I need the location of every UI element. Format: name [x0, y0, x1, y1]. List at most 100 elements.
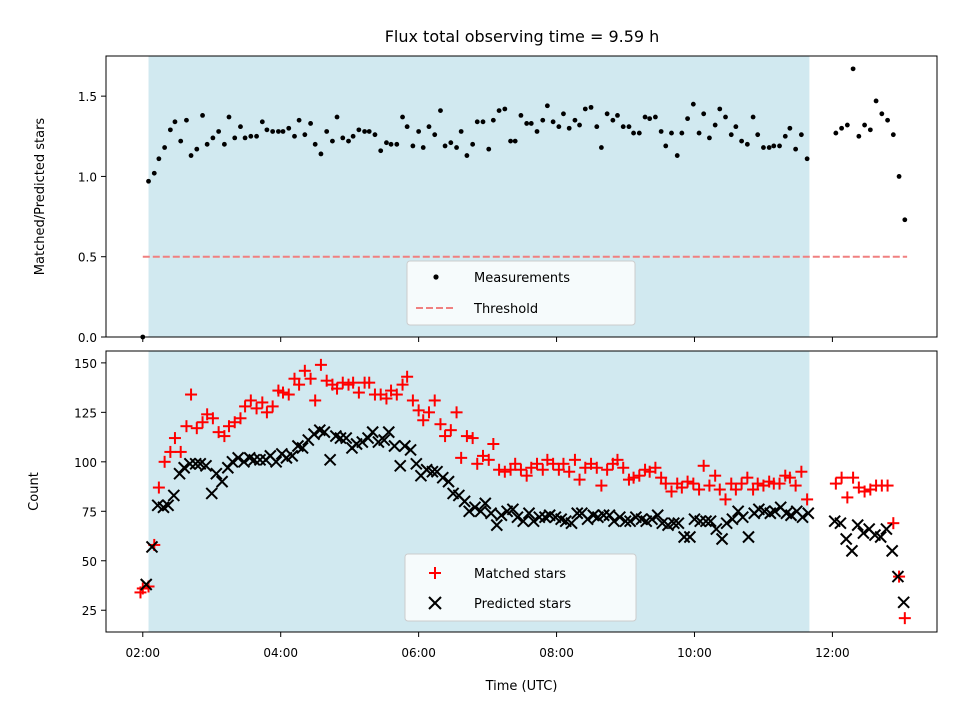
- measurement-point: [474, 119, 480, 125]
- measurement-point: [330, 138, 335, 144]
- measurement-point: [867, 127, 873, 133]
- matched-star-point: [509, 457, 522, 470]
- predicted-star-point: [215, 475, 229, 488]
- matched-star-point: [190, 422, 203, 435]
- matched-stars-points: [134, 358, 911, 625]
- measurement-point: [728, 132, 734, 138]
- predicted-star-point: [597, 509, 610, 522]
- matched-star-point: [729, 483, 742, 496]
- predicted-star-point: [715, 532, 729, 546]
- count-x-axis-label: Time (UTC): [485, 679, 558, 694]
- measurement-point: [707, 135, 712, 141]
- measurement-point: [696, 130, 702, 136]
- matched-star-point: [234, 412, 247, 425]
- predicted-star-point: [897, 596, 910, 609]
- matched-star-point: [675, 481, 688, 494]
- matched-star-point: [412, 404, 425, 417]
- predicted-star-point: [845, 544, 859, 558]
- matched-star-point: [835, 471, 848, 484]
- matched-star-point: [298, 364, 311, 377]
- measurement-point: [146, 178, 151, 184]
- predicted-star-point: [199, 459, 213, 472]
- matched-star-point: [531, 457, 544, 470]
- predicted-star-point: [145, 540, 159, 554]
- matched-star-point: [795, 465, 808, 478]
- measurement-point: [188, 153, 194, 158]
- matched-star-point: [406, 394, 419, 407]
- measurement-point: [653, 114, 658, 120]
- matched-star-point: [557, 457, 570, 470]
- measurement-point: [384, 140, 389, 146]
- matched-star-point: [277, 386, 290, 399]
- measurement-point: [216, 129, 222, 134]
- predicted-star-point: [726, 512, 739, 526]
- predicted-star-point: [398, 439, 412, 453]
- matched-star-point: [751, 477, 764, 490]
- measurement-point: [496, 108, 502, 113]
- measurement-point: [620, 124, 626, 130]
- legend-predicted-marker: [428, 596, 442, 610]
- measurement-point: [524, 121, 530, 126]
- predicted-star-point: [382, 425, 395, 439]
- matched-star-point: [568, 453, 581, 466]
- matched-star-point: [520, 469, 533, 482]
- matched-star-point: [659, 477, 672, 490]
- predicted-star-point: [205, 487, 218, 500]
- ratio-y-axis-label: Matched/Predicted stars: [33, 118, 48, 276]
- predicted-star-point: [468, 501, 482, 514]
- matched-star-point: [380, 392, 393, 405]
- matched-star-point: [573, 473, 586, 486]
- matched-star-point: [563, 465, 576, 478]
- measurement-point: [470, 141, 476, 147]
- measurement-point: [690, 101, 696, 107]
- predicted-star-point: [571, 507, 584, 520]
- measurement-point: [318, 151, 324, 157]
- measurement-point: [777, 143, 782, 149]
- measurement-point: [308, 121, 313, 126]
- measurement-point: [544, 103, 550, 109]
- measurement-point: [292, 133, 297, 139]
- matched-star-point: [847, 471, 860, 484]
- measurement-point: [723, 114, 728, 120]
- measurement-point: [432, 132, 438, 138]
- measurement-point: [276, 129, 281, 134]
- measurement-point: [833, 130, 839, 136]
- predicted-star-point: [177, 461, 191, 474]
- measurement-point: [167, 127, 173, 133]
- y-tick-label: 75: [82, 505, 97, 519]
- predicted-star-point: [394, 459, 407, 472]
- predicted-star-point: [891, 570, 905, 583]
- ratio-legend-box: [406, 260, 636, 326]
- measurement-point: [490, 117, 496, 123]
- measurement-point: [362, 129, 368, 134]
- matched-star-point: [735, 477, 748, 490]
- matched-star-point: [390, 388, 403, 401]
- matched-star-point: [266, 400, 279, 413]
- predicted-star-point: [323, 453, 337, 467]
- measurement-point: [454, 145, 459, 150]
- matched-star-point: [697, 459, 710, 472]
- matched-star-point: [858, 485, 871, 498]
- measurement-point: [750, 114, 756, 120]
- x-tick-label: 06:00: [401, 646, 436, 660]
- measurement-point: [674, 153, 680, 158]
- measurement-point: [394, 141, 400, 147]
- matched-star-point: [282, 388, 295, 401]
- x-tick-label: 08:00: [539, 646, 574, 660]
- matched-star-point: [898, 612, 911, 625]
- measurement-point: [162, 145, 168, 150]
- measurement-point: [270, 129, 276, 134]
- predicted-star-point: [619, 514, 632, 528]
- chart-title: Flux total observing time = 9.59 h: [385, 27, 660, 46]
- predicted-star-point: [511, 511, 524, 524]
- predicted-star-point: [517, 514, 530, 528]
- count-legend-box: [404, 553, 637, 622]
- measurement-point: [631, 130, 636, 136]
- matched-star-point: [152, 481, 165, 494]
- predicted-star-point: [226, 455, 239, 469]
- matched-star-point: [741, 471, 754, 484]
- predicted-star-point: [140, 578, 153, 591]
- predicted-star-point: [189, 457, 202, 471]
- predicted-star-point: [269, 455, 283, 469]
- measurement-point: [248, 133, 254, 139]
